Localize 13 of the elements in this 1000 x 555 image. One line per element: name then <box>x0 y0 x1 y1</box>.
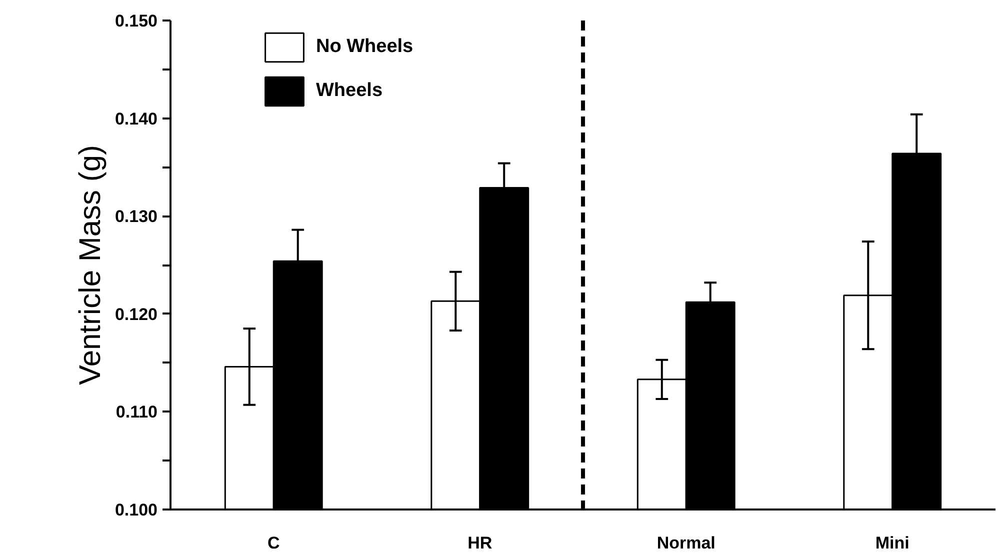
legend-label: Wheels <box>316 80 383 102</box>
x-tick-label: Normal <box>656 534 716 552</box>
y-tick-label: 0.130 <box>114 207 158 226</box>
x-tick-label: C <box>267 534 280 552</box>
y-axis-title: Ventricle Mass (g) <box>74 144 107 386</box>
x-tick-label: Mini <box>875 534 910 552</box>
y-tick-label: 0.100 <box>114 500 158 520</box>
y-tick-label: 0.120 <box>114 304 158 324</box>
y-tick-label: 0.150 <box>114 12 158 30</box>
y-tick-label: 0.110 <box>116 402 158 422</box>
legend-label: No Wheels <box>316 36 414 58</box>
x-tick-label: HR <box>468 534 492 552</box>
y-tick-label: 0.140 <box>114 109 158 128</box>
